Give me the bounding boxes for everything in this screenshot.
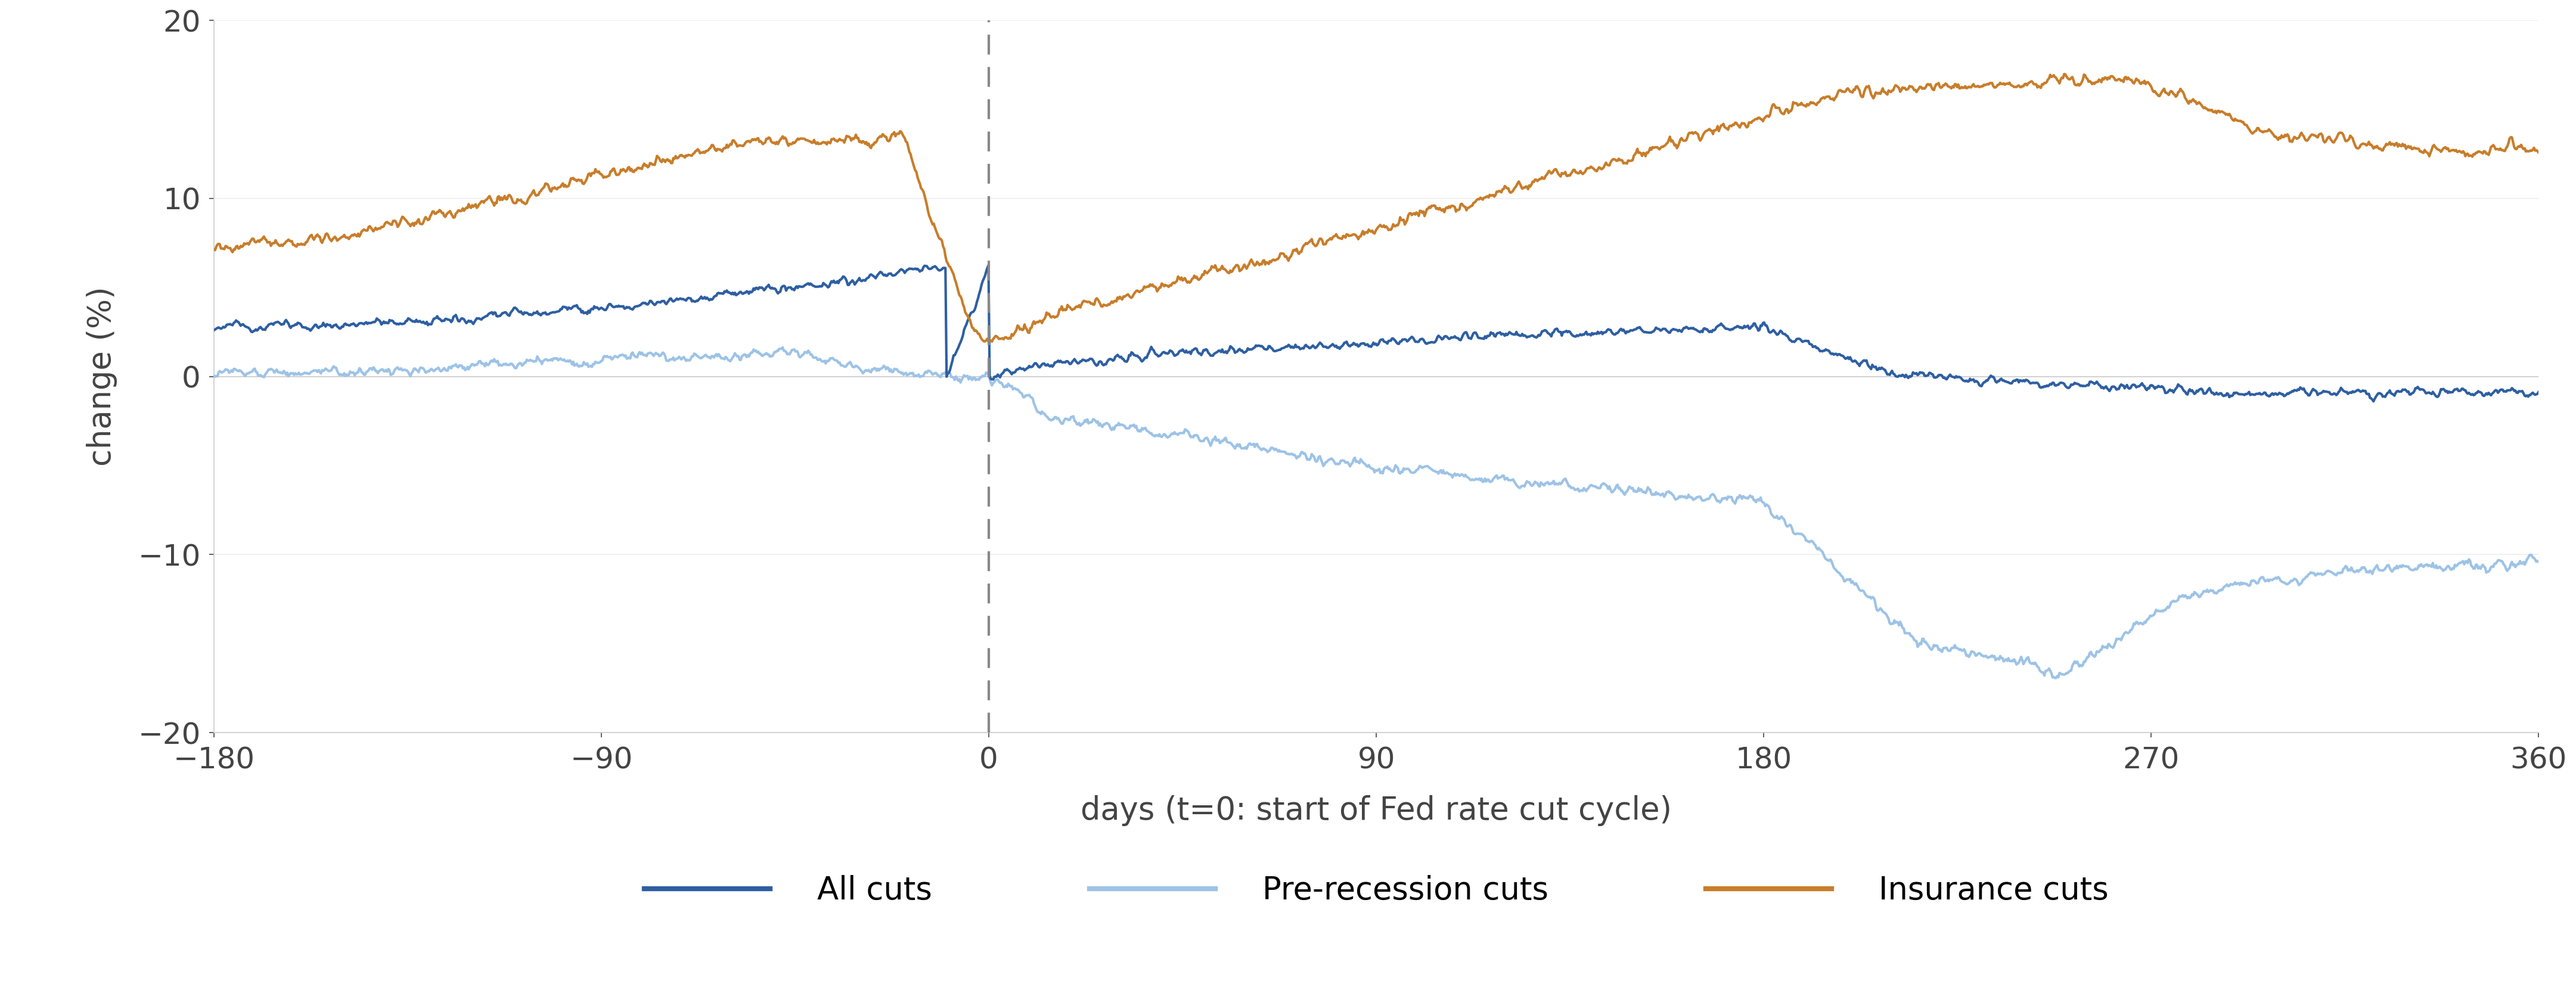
- X-axis label: days (t=0: start of Fed rate cut cycle): days (t=0: start of Fed rate cut cycle): [1082, 795, 1672, 827]
- Legend: All cuts, Pre-recession cuts, Insurance cuts: All cuts, Pre-recession cuts, Insurance …: [631, 863, 2120, 918]
- Y-axis label: change (%): change (%): [85, 287, 118, 466]
